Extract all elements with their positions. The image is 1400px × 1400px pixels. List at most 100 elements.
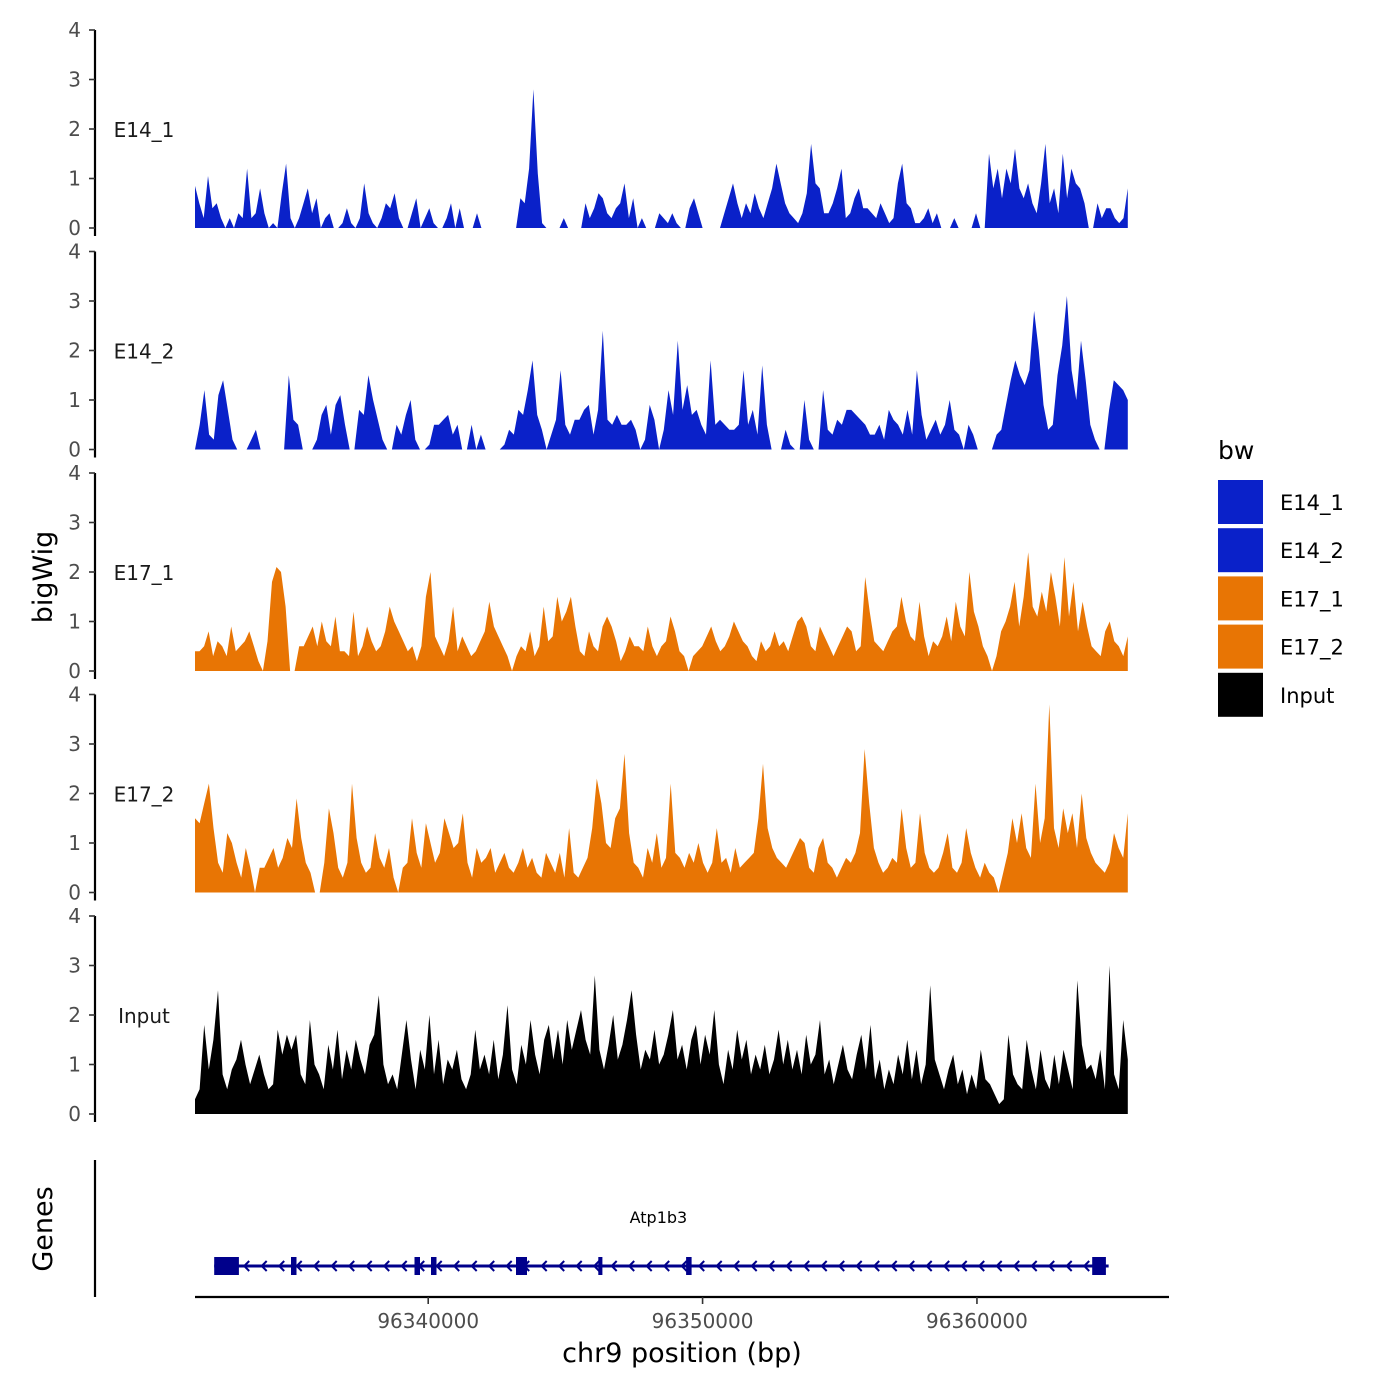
strand-arrow: [400, 1260, 408, 1272]
y-tick-label: 1: [68, 1053, 81, 1077]
exon: [414, 1257, 420, 1275]
y-tick-label: 2: [68, 782, 81, 806]
strand-arrow: [837, 1260, 845, 1272]
y-tick-label: 4: [68, 461, 81, 485]
exon: [214, 1257, 239, 1275]
y-tick-label: 3: [68, 289, 81, 313]
genes-axis-title: Genes: [28, 1186, 59, 1271]
y-tick-label: 0: [68, 438, 81, 462]
strand-arrow: [487, 1260, 495, 1272]
x-tick-label: 96340000: [377, 1309, 479, 1333]
strand-arrow: [872, 1260, 880, 1272]
strand-arrow: [977, 1260, 985, 1272]
y-tick-label: 3: [68, 732, 81, 756]
tracks-layer: 0 1 2 3 4 E14_1 0 1 2 3 4 E14_2 0 1 2 3 4 E17_1 0 1 2 3 4 E17_2…: [68, 18, 1128, 1126]
legend-swatch: [1218, 480, 1263, 524]
exon: [598, 1257, 603, 1275]
legend-label: E14_2: [1280, 539, 1344, 564]
track-label: Input: [118, 1004, 170, 1028]
legend-swatch: [1218, 576, 1263, 621]
y-tick-label: 3: [68, 954, 81, 978]
legend-swatch: [1218, 624, 1263, 669]
legend-label: E17_1: [1280, 587, 1344, 612]
track-e14-1: 0 1 2 3 4 E14_1: [68, 18, 1128, 240]
y-tick-label: 2: [68, 1003, 81, 1027]
strand-arrow: [452, 1260, 460, 1272]
strand-arrow: [592, 1260, 600, 1272]
x-axis: 96340000 96350000 96360000: [195, 1295, 1169, 1333]
y-tick-label: 2: [68, 117, 81, 141]
strand-arrow: [785, 1260, 793, 1272]
strand-arrow: [1065, 1260, 1073, 1272]
gene-name-label: Atp1b3: [630, 1208, 688, 1227]
exon: [291, 1257, 297, 1275]
strand-arrow: [295, 1260, 303, 1272]
strand-arrow: [855, 1260, 863, 1272]
strand-arrow: [925, 1260, 933, 1272]
y-tick-label: 0: [68, 881, 81, 905]
strand-arrow: [540, 1260, 548, 1272]
strand-arrow: [365, 1260, 373, 1272]
strand-arrow: [470, 1260, 478, 1272]
strand-arrow: [610, 1260, 618, 1272]
strand-arrow: [942, 1260, 950, 1272]
strand-arrow: [242, 1260, 250, 1272]
signal-area: [195, 965, 1128, 1114]
track-e14-2: 0 1 2 3 4 E14_2: [68, 240, 1128, 462]
y-tick-label: 2: [68, 339, 81, 363]
y-tick-label: 0: [68, 659, 81, 683]
legend-swatch: [1218, 528, 1263, 573]
exon: [1092, 1257, 1106, 1275]
strand-arrow: [1047, 1260, 1055, 1272]
exon: [516, 1257, 527, 1275]
y-tick-label: 4: [68, 904, 81, 928]
y-tick-label: 1: [68, 831, 81, 855]
signal-area: [195, 704, 1128, 893]
y-tick-label: 4: [68, 18, 81, 42]
strand-arrow: [907, 1260, 915, 1272]
strand-arrow: [557, 1260, 565, 1272]
strand-arrow: [680, 1260, 688, 1272]
signal-area: [195, 552, 1128, 671]
strand-arrow: [732, 1260, 740, 1272]
strand-arrow: [697, 1260, 705, 1272]
strand-arrow: [995, 1260, 1003, 1272]
strand-arrow: [1030, 1260, 1038, 1272]
y-tick-label: 4: [68, 683, 81, 707]
strand-arrow: [330, 1260, 338, 1272]
legend-title: bw: [1218, 436, 1254, 465]
track-input: 0 1 2 3 4 Input: [68, 904, 1128, 1126]
track-label: E14_1: [114, 118, 175, 142]
x-axis-title: chr9 position (bp): [562, 1338, 802, 1369]
strand-arrow: [715, 1260, 723, 1272]
signal-area: [195, 296, 1128, 450]
strand-arrow: [960, 1260, 968, 1272]
strand-arrow: [750, 1260, 758, 1272]
y-tick-label: 0: [68, 216, 81, 240]
y-tick-label: 4: [68, 240, 81, 264]
x-tick-label: 96360000: [926, 1309, 1028, 1333]
strand-arrow: [1012, 1260, 1020, 1272]
strand-arrow: [645, 1260, 653, 1272]
y-axis-title: bigWig: [28, 531, 59, 624]
strand-arrow: [312, 1260, 320, 1272]
strand-arrow: [277, 1260, 285, 1272]
strand-arrow: [575, 1260, 583, 1272]
track-label: E17_1: [114, 561, 175, 585]
strand-arrow: [890, 1260, 898, 1272]
legend-label: E14_1: [1280, 491, 1344, 516]
track-label: E17_2: [114, 783, 175, 807]
y-tick-label: 3: [68, 68, 81, 92]
strand-arrow: [382, 1260, 390, 1272]
y-tick-label: 1: [68, 388, 81, 412]
strand-arrow: [435, 1260, 443, 1272]
exon: [431, 1257, 437, 1275]
x-tick-label: 96350000: [652, 1309, 754, 1333]
track-label: E14_2: [114, 340, 175, 364]
legend-label: Input: [1280, 684, 1334, 708]
y-tick-label: 1: [68, 167, 81, 191]
y-tick-label: 2: [68, 560, 81, 584]
strand-arrow: [662, 1260, 670, 1272]
strand-arrow: [767, 1260, 775, 1272]
